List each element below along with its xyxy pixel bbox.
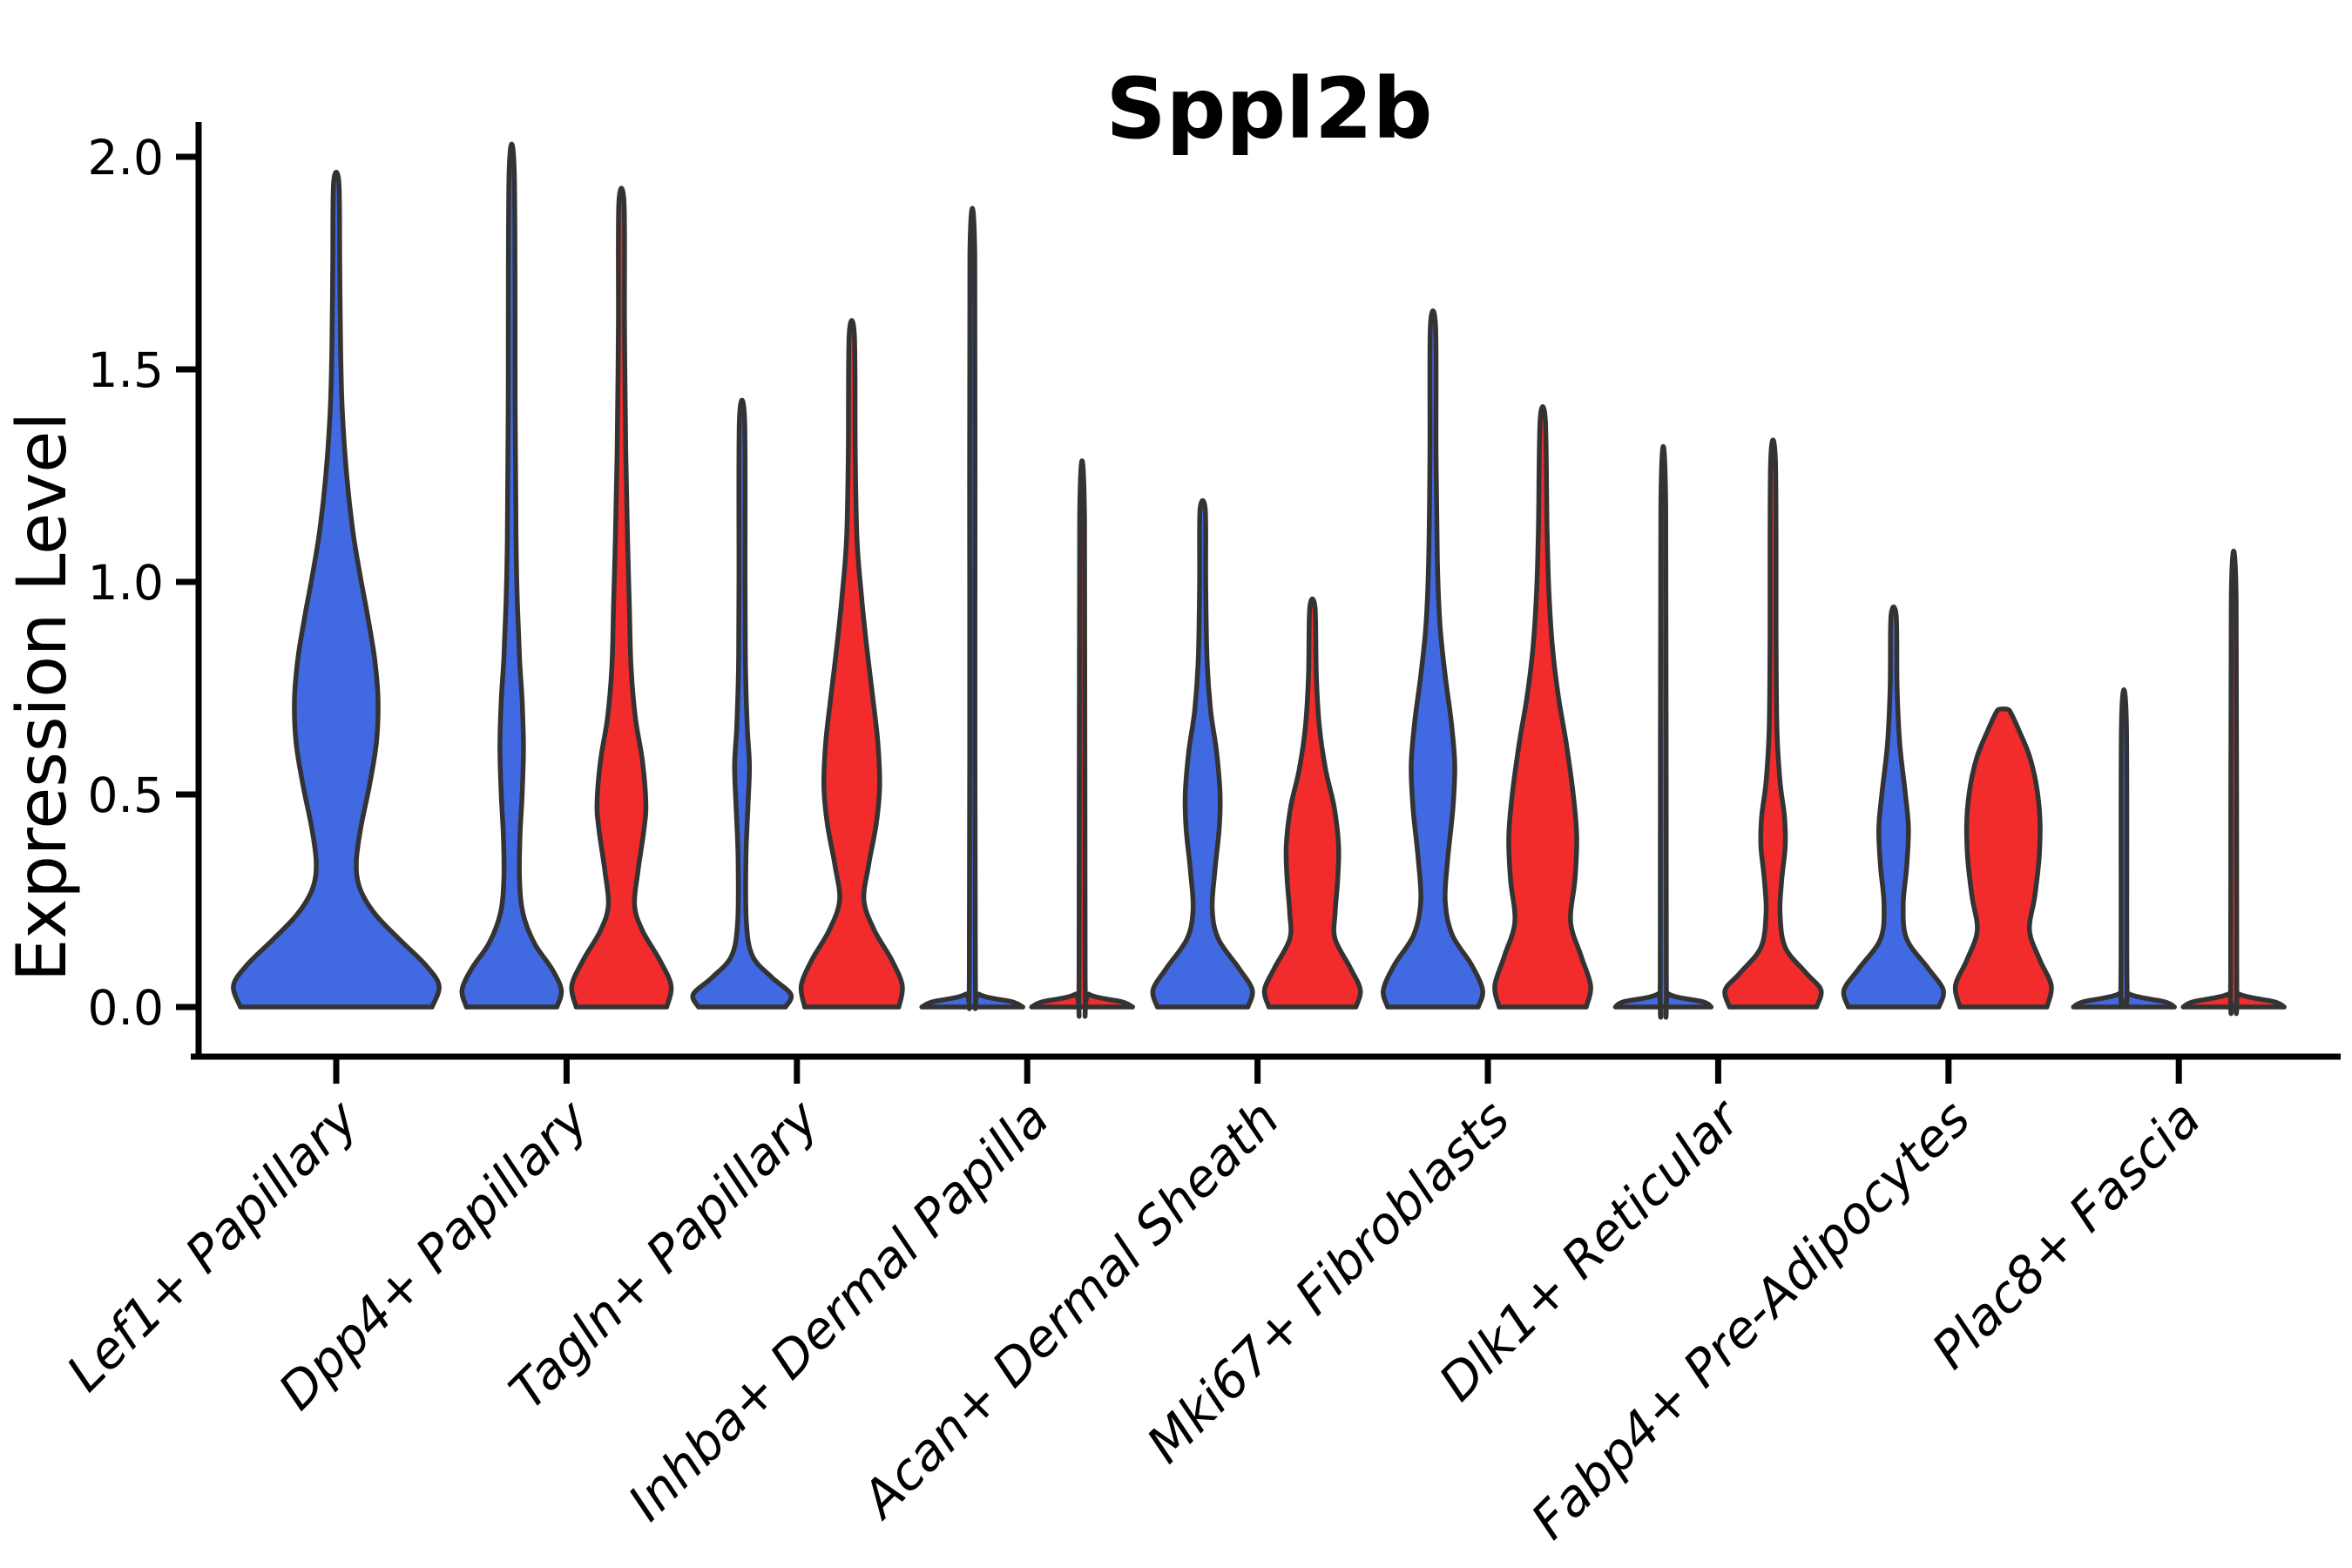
y-tick-label: 1.0 (88, 555, 164, 611)
violin-plac8-blue (2071, 687, 2177, 1010)
violin-dpp4-blue (459, 141, 564, 1010)
y-tick-label: 0.0 (88, 980, 164, 1036)
y-tick-label: 0.5 (88, 767, 164, 823)
x-tick-label: Inhba+ Dermal Papilla (617, 1089, 1060, 1532)
plot-area: Sppl2b Expression Level 0.00.51.01.52.0L… (3, 60, 2341, 1551)
violin-acan-blue (1150, 497, 1255, 1010)
violin-plac8-red (2180, 549, 2287, 1017)
violin-dlk1-blue (1612, 443, 1714, 1020)
y-tick-label: 1.5 (88, 342, 164, 398)
violin-tagln-red (798, 318, 905, 1010)
violin-mki67-blue (1381, 308, 1485, 1010)
violin-inhba-blue (919, 206, 1025, 1011)
violin-acan-red (1261, 596, 1363, 1010)
violin-fabp4-blue (1841, 604, 1946, 1010)
violin-fabp4-red (1952, 706, 2054, 1010)
chart-title: Sppl2b (1106, 60, 1433, 158)
y-tick-label: 2.0 (88, 130, 164, 186)
violin-dlk1-red (1722, 437, 1824, 1010)
violin-tagln-blue (690, 397, 794, 1010)
x-tick-label: Acan+ Dermal Sheath (848, 1089, 1291, 1531)
violin-lef1-blue (231, 169, 442, 1010)
y-axis-label: Expression Level (3, 412, 82, 982)
violin-mki67-red (1492, 403, 1593, 1010)
violin-dpp4-red (569, 186, 674, 1010)
violin-inhba-red (1029, 458, 1135, 1019)
violin-series (231, 141, 2287, 1020)
x-tick-label: Fabp4+ Pre-Adipocytes (1520, 1089, 1982, 1551)
